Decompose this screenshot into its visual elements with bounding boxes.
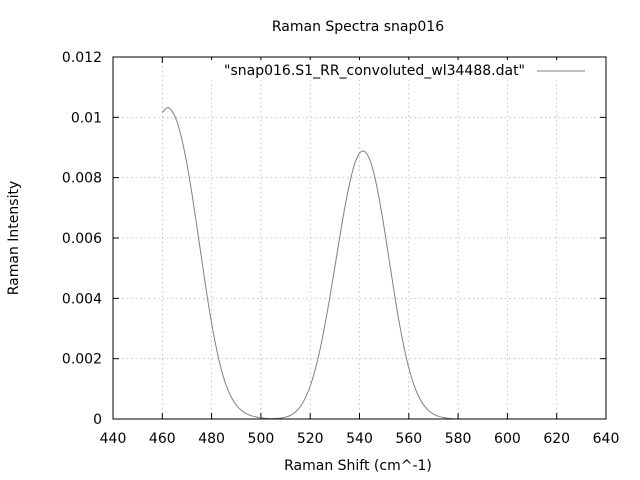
- plot-frame: [112, 56, 607, 420]
- x-tick-label: 640: [593, 431, 620, 447]
- y-tick-label: 0.01: [71, 110, 102, 126]
- x-tick-label: 580: [445, 431, 472, 447]
- grid-lines: [113, 57, 606, 419]
- series-line: [161, 107, 496, 420]
- legend: "snap016.S1_RR_convoluted_wl34488.dat": [175, 60, 590, 80]
- x-tick-label: 560: [395, 431, 422, 447]
- series-group: [161, 107, 496, 420]
- y-tick-label: 0.004: [62, 291, 102, 307]
- chart-title: Raman Spectra snap016: [272, 19, 444, 35]
- x-tick-label: 620: [543, 431, 570, 447]
- y-tick-label: 0.008: [62, 171, 102, 187]
- x-tick-label: 480: [198, 431, 225, 447]
- x-tick-label: 440: [100, 431, 127, 447]
- y-tick-label: 0: [93, 412, 102, 428]
- axis-ticks: 440 460 480 500 520 540 560 580 600 620 640 0 0.002 0…: [62, 50, 619, 447]
- y-tick-label: 0.012: [62, 50, 102, 66]
- legend-background: [175, 60, 590, 80]
- x-tick-label: 500: [248, 431, 275, 447]
- x-tick-label: 460: [149, 431, 176, 447]
- y-tick-label: 0.002: [62, 352, 102, 368]
- y-tick-label: 0.006: [62, 231, 102, 247]
- x-tick-label: 600: [494, 431, 521, 447]
- legend-label: "snap016.S1_RR_convoluted_wl34488.dat": [224, 63, 525, 79]
- x-tick-label: 520: [297, 431, 324, 447]
- x-tick-label: 540: [346, 431, 373, 447]
- x-axis-label: Raman Shift (cm^-1): [284, 458, 432, 474]
- y-axis-label: Raman Intensity: [6, 181, 22, 295]
